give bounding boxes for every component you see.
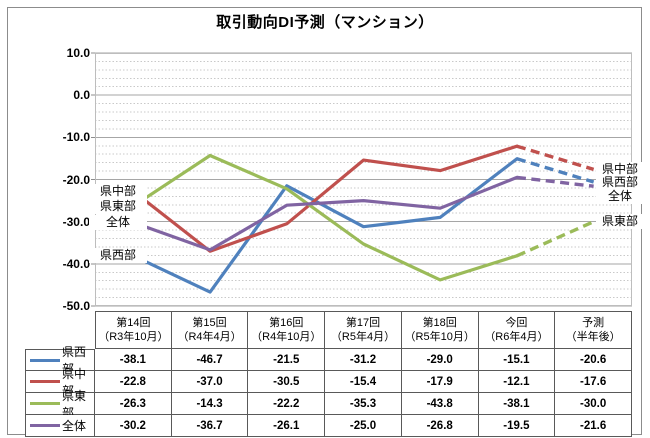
series-line-east: [131, 153, 519, 282]
table-header-cell: 第17回 （R5年4月）: [325, 311, 402, 349]
series-label-right-overall: 全体: [596, 188, 644, 204]
plot-area: 県西部 県中部 県東部 全体 県中部 県西部 全体 県東部: [89, 52, 644, 307]
value-cell: -46.7: [171, 349, 249, 371]
value-cell: -26.3: [95, 393, 172, 415]
table-header-cell: 予測 （半年後）: [555, 311, 632, 349]
series-label-right-central: 県中部: [596, 161, 644, 177]
legend-cell-central: 県中部: [25, 367, 95, 398]
series-label-right-east: 県東部: [596, 214, 644, 230]
value-cell: -20.6: [555, 349, 632, 371]
value-cell: -12.1: [478, 371, 556, 393]
value-cell: -17.6: [555, 371, 632, 393]
value-cell: -38.1: [95, 349, 172, 371]
series-forecast-line-overall: [516, 175, 594, 188]
y-axis-label: -10.0: [62, 130, 90, 145]
value-cell: -29.0: [401, 349, 479, 371]
value-cell: -30.0: [555, 393, 632, 415]
value-cell: -38.1: [478, 393, 556, 415]
legend-marker-overall: [30, 424, 60, 427]
table-header-cell: 第18回 （R5年10月）: [401, 311, 479, 349]
series-label-left-central: 県中部: [89, 183, 147, 199]
table-header-cell: 第15回 （R4年4月）: [171, 311, 249, 349]
value-cell: -21.6: [555, 415, 632, 437]
table-header-cell: 第14回 （R3年10月）: [95, 311, 172, 349]
legend-marker-west: [30, 358, 60, 362]
table-header-cell: 今回 （R6年4月）: [478, 311, 556, 349]
value-cell: -43.8: [401, 393, 479, 415]
series-line-overall: [131, 175, 519, 252]
chart-title: 取引動向DI予測（マンション）: [216, 14, 434, 31]
series-forecast-line-central: [516, 144, 595, 172]
series-label-left-west: 県西部: [89, 248, 147, 264]
table-header-cell: 第16回 （R4年10月）: [248, 311, 326, 349]
value-cell: -21.5: [248, 349, 326, 371]
value-cell: -22.2: [248, 393, 326, 415]
value-cell: -19.5: [478, 415, 556, 437]
value-cell: -37.0: [171, 371, 249, 393]
value-cell: -26.8: [401, 415, 479, 437]
line-chart-svg: [91, 52, 632, 307]
series-line-central: [131, 144, 519, 253]
value-cell: -15.4: [325, 371, 402, 393]
value-cell: -14.3: [171, 393, 249, 415]
y-axis-label: 0.0: [73, 88, 90, 103]
y-axis-label: -50.0: [62, 299, 90, 313]
y-axis-label: -40.0: [62, 256, 90, 271]
value-cell: -30.2: [95, 415, 172, 437]
y-axis-label: -20.0: [62, 172, 90, 187]
y-axis-label: -30.0: [62, 214, 90, 229]
value-cell: -35.3: [325, 393, 402, 415]
legend-cell-east: 県東部: [25, 389, 95, 420]
value-cell: -17.9: [401, 371, 479, 393]
series-line-west: [131, 157, 519, 294]
series-label-left-overall: 全体: [89, 215, 147, 230]
value-cell: -30.5: [248, 371, 326, 393]
legend-label: 全体: [62, 419, 87, 433]
legend-cell-overall: 全体: [25, 415, 95, 437]
value-cell: -25.0: [325, 415, 402, 437]
y-axis-label: 10.0: [66, 46, 90, 60]
value-cell: -22.8: [95, 371, 172, 393]
series-forecast-line-west: [516, 157, 595, 184]
value-cell: -15.1: [478, 349, 556, 371]
value-cell: -26.1: [248, 415, 326, 437]
value-cell: -31.2: [325, 349, 402, 371]
series-label-right-west: 県西部: [596, 175, 644, 191]
series-label-left-east: 県東部: [89, 198, 147, 214]
value-cell: -36.7: [171, 415, 249, 437]
legend-marker-central: [30, 380, 60, 383]
legend-marker-east: [30, 402, 60, 405]
